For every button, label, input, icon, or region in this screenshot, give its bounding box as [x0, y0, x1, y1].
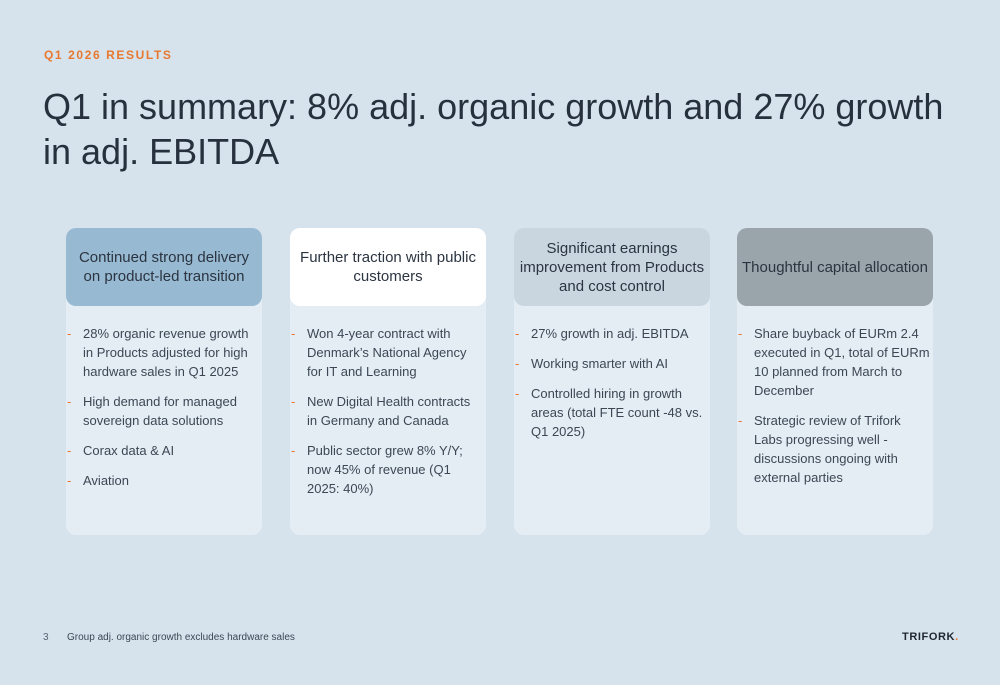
company-logo: TRIFORK. [902, 631, 959, 643]
list-item: - Public sector grew 8% Y/Y; now 45% of r… [290, 441, 486, 498]
page-number: 3 [43, 632, 49, 643]
bullet-text: Share buyback of EURm 2.4 executed in Q1… [754, 326, 930, 398]
list-item: - Strategic review of Trifork Labs progre… [737, 411, 933, 487]
column-earnings: Significant earnings improvement from Pr… [514, 228, 710, 535]
column-header: Continued strong delivery on product-led… [66, 228, 262, 306]
bullet-text: Public sector grew 8% Y/Y; now 45% of re… [307, 443, 463, 496]
bullet-text: Working smarter with AI [531, 356, 669, 371]
bullet-dash: - [67, 326, 72, 341]
bullet-text: Aviation [83, 473, 130, 488]
bullet-text: Strategic review of Trifork Labs progres… [754, 413, 901, 485]
list-item: -28% organic revenue growth in Products … [66, 324, 262, 381]
list-item: - Controlled hiring in growth areas (tota… [514, 384, 710, 441]
eyebrow-label: Q1 2026 RESULTS [44, 48, 173, 62]
list-item: - Corax data & AI [66, 441, 262, 460]
bullet-dash: - [67, 473, 72, 488]
bullet-text: 28% organic revenue growth in Products a… [83, 326, 249, 379]
bullet-list: -27% growth in adj. EBITDA - Working smar… [514, 324, 710, 452]
bullet-dash: - [67, 394, 72, 409]
bullet-text: 27% growth in adj. EBITDA [531, 326, 689, 341]
bullet-text: High demand for managed sovereign data s… [83, 394, 237, 428]
list-item: - Won 4-year contract with Denmark’s Nati… [290, 324, 486, 381]
column-header: Further traction with public customers [290, 228, 486, 306]
bullet-list: - Share buyback of EURm 2.4 executed in Q… [737, 324, 933, 498]
list-item: - High demand for managed sovereign data … [66, 392, 262, 430]
list-item: - Share buyback of EURm 2.4 executed in Q… [737, 324, 933, 400]
list-item: - New Digital Health contracts in Germany… [290, 392, 486, 430]
bullet-dash: - [738, 413, 743, 428]
bullet-dash: - [67, 443, 72, 458]
column-public: Further traction with public customers -… [290, 228, 486, 535]
bullet-dash: - [515, 326, 520, 341]
bullet-dash: - [291, 326, 296, 341]
bullet-dash: - [515, 386, 520, 401]
logo-text: TRIFORK [902, 631, 956, 643]
bullet-list: -28% organic revenue growth in Products … [66, 324, 262, 501]
page-title: Q1 in summary: 8% adj. organic growth an… [43, 86, 944, 172]
column-header: Thoughtful capital allocation [737, 228, 933, 306]
list-item: - Aviation [66, 471, 262, 490]
bullet-list: - Won 4-year contract with Denmark’s Nati… [290, 324, 486, 509]
list-item: - Working smarter with AI [514, 354, 710, 373]
bullet-text: Controlled hiring in growth areas (total… [531, 386, 703, 439]
column-capital: Thoughtful capital allocation - Share buy… [737, 228, 933, 535]
bullet-dash: - [291, 394, 296, 409]
bullet-dash: - [515, 356, 520, 371]
bullet-dash: - [291, 443, 296, 458]
column-products: Continued strong delivery on product-led… [66, 228, 262, 535]
footnote: Group adj. organic growth excludes hardw… [67, 632, 295, 643]
column-header: Significant earnings improvement from Pr… [514, 228, 710, 306]
logo-dot: . [955, 631, 959, 643]
bullet-dash: - [738, 326, 743, 341]
bullet-text: Won 4-year contract with Denmark’s Natio… [307, 326, 467, 379]
bullet-text: Corax data & AI [83, 443, 175, 458]
bullet-text: New Digital Health contracts in Germany … [307, 394, 471, 428]
list-item: -27% growth in adj. EBITDA [514, 324, 710, 343]
